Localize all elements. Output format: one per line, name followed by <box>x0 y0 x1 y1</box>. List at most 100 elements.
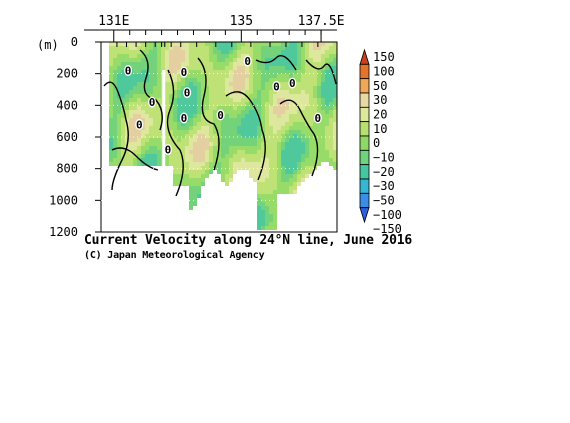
field-cell <box>109 126 113 130</box>
field-cell <box>261 94 265 98</box>
field-cell <box>289 158 293 162</box>
field-cell <box>297 90 301 94</box>
field-cell <box>317 102 321 106</box>
field-cell <box>145 154 149 158</box>
field-cell <box>173 122 177 126</box>
field-cell <box>237 50 241 54</box>
field-cell <box>265 50 269 54</box>
field-cell <box>145 158 149 162</box>
field-cell <box>293 46 297 50</box>
zero-contour-line <box>111 147 159 171</box>
field-cell <box>233 118 237 122</box>
field-cell <box>293 54 297 58</box>
field-cell <box>137 66 141 70</box>
field-cell <box>137 98 141 102</box>
field-cell <box>181 98 185 102</box>
field-cell <box>125 82 129 86</box>
field-cell <box>205 94 209 98</box>
field-cell <box>265 46 269 50</box>
field-cell <box>285 190 289 194</box>
field-cell <box>109 106 113 110</box>
field-cell <box>113 110 117 114</box>
field-cell <box>273 222 277 226</box>
field-cell <box>129 146 133 150</box>
field-cell <box>221 94 225 98</box>
field-cell <box>209 118 213 122</box>
field-cell <box>225 82 229 86</box>
field-cell <box>185 42 189 46</box>
field-cell <box>193 46 197 50</box>
field-cell <box>153 142 157 146</box>
field-cell <box>305 70 309 74</box>
field-cell <box>277 70 281 74</box>
field-cell <box>197 114 201 118</box>
field-cell <box>309 162 313 166</box>
field-cell <box>109 98 113 102</box>
field-cell <box>261 118 265 122</box>
field-cell <box>333 70 337 74</box>
field-cell <box>189 158 193 162</box>
colorbar-segment <box>359 92 370 108</box>
field-cell <box>173 50 177 54</box>
field-cell <box>317 50 321 54</box>
field-cell <box>213 122 217 126</box>
field-cell <box>225 122 229 126</box>
field-cell <box>153 90 157 94</box>
field-cell <box>121 98 125 102</box>
field-cell <box>145 78 149 82</box>
field-cell <box>193 158 197 162</box>
field-cell <box>201 150 205 154</box>
field-cell <box>249 82 253 86</box>
field-cell <box>281 58 285 62</box>
field-cell <box>141 142 145 146</box>
field-cell <box>273 74 277 78</box>
field-cell <box>113 82 117 86</box>
field-cell <box>225 138 229 142</box>
field-cell <box>293 162 297 166</box>
field-cell <box>285 166 289 170</box>
field-cell <box>281 70 285 74</box>
field-cell <box>265 218 269 222</box>
field-cell <box>205 98 209 102</box>
field-cell <box>141 70 145 74</box>
field-cell <box>329 50 333 54</box>
field-cell <box>133 74 137 78</box>
field-cell <box>117 114 121 118</box>
field-cell <box>333 142 337 146</box>
field-cell <box>289 142 293 146</box>
field-cell <box>129 62 133 66</box>
field-cell <box>309 154 313 158</box>
field-cell <box>213 134 217 138</box>
field-cell <box>269 174 273 178</box>
field-cell <box>181 62 185 66</box>
field-cell <box>121 74 125 78</box>
field-cell <box>253 122 257 126</box>
field-cell <box>265 102 269 106</box>
field-cell <box>261 194 265 198</box>
field-cell <box>305 114 309 118</box>
field-cell <box>149 66 153 70</box>
field-cell <box>293 186 297 190</box>
field-cell <box>253 158 257 162</box>
field-cell <box>157 138 161 142</box>
field-cell <box>301 150 305 154</box>
field-cell <box>221 118 225 122</box>
field-cell <box>129 94 133 98</box>
field-cell <box>213 154 217 158</box>
field-cell <box>289 154 293 158</box>
field-cell <box>269 122 273 126</box>
field-cell <box>245 46 249 50</box>
field-cell <box>133 50 137 54</box>
field-cell <box>133 142 137 146</box>
field-cell <box>285 86 289 90</box>
field-cell <box>221 138 225 142</box>
field-cell <box>165 90 169 94</box>
colorbar-label: 100 <box>373 65 395 79</box>
field-cell <box>257 102 261 106</box>
field-cell <box>297 50 301 54</box>
field-cell <box>229 114 233 118</box>
field-cell <box>305 170 309 174</box>
field-cell <box>145 110 149 114</box>
field-cell <box>309 138 313 142</box>
field-cell <box>297 166 301 170</box>
